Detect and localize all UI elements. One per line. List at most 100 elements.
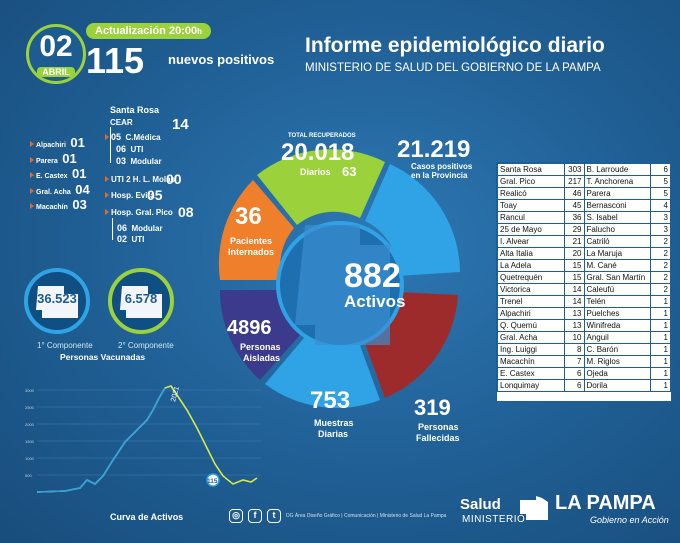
facebook-icon[interactable]: f [248, 509, 262, 523]
table-row: Victorica 14 Caleufú 2 [497, 283, 671, 296]
y-tick-label: 2500 [25, 405, 35, 410]
table-row: Quetrequén 15 Gral. San Martín 2 [497, 271, 671, 284]
table-cell-locality: Puelches [583, 307, 651, 320]
arrow-icon [105, 176, 109, 182]
table-row: Q. Quemú 13 Winifreda 1 [497, 319, 671, 332]
daily-label: Diarios [300, 167, 331, 177]
new-positives-count: 115 [86, 40, 145, 81]
table-cell-count: 2 [650, 247, 671, 260]
aisladas-label-2: Aisladas [243, 353, 281, 363]
table-row: Rancul 36 S. Isabel 3 [497, 211, 671, 224]
table-cell-locality: Trenel [497, 295, 565, 308]
table-row: E. Castex 6 Ojeda 1 [497, 367, 671, 380]
y-tick-label: 500 [25, 473, 32, 478]
table-cell-count: 21 [563, 235, 585, 248]
table-cell-locality: Rancul [497, 211, 565, 224]
pico-label: Hosp. Gral. Pico [105, 208, 173, 217]
positives-label: Casos positivos [411, 162, 473, 171]
table-cell-locality: Lonquimay [497, 379, 565, 392]
table-row: Trenel 14 Telén 1 [497, 295, 671, 308]
vaccine-first-count: 36.523 [37, 291, 77, 306]
update-suffix: h [197, 27, 202, 36]
fallecidas-segment [363, 292, 458, 398]
active-label: Activos [344, 292, 406, 311]
table-cell-count: 1 [650, 367, 671, 380]
table-cell-locality: Realicó [497, 187, 565, 200]
table-cell-locality: Alta Italia [497, 247, 565, 260]
cear-row: 05 C.Médica [105, 127, 162, 142]
table-cell-count: 1 [650, 343, 671, 356]
instagram-icon[interactable]: ◎ [229, 509, 243, 523]
update-time: Actualización 20:00h [86, 23, 211, 39]
table-row: Ing. Luiggi 8 C. Barón 1 [497, 343, 671, 356]
locality-item: Gral. Acha 04 [30, 181, 90, 197]
table-cell-count: 46 [563, 187, 585, 200]
evita-count: 05 [147, 187, 163, 203]
aisladas-count: 4896 [227, 317, 272, 339]
active-curve-line-early [36, 387, 166, 493]
end-marker [206, 473, 220, 487]
table-cell-count: 217 [563, 175, 585, 188]
stats-wheel [218, 149, 460, 408]
table-cell-count: 15 [563, 271, 585, 284]
internados-segment [218, 180, 294, 280]
table-cell-count: 3 [650, 223, 671, 236]
table-cell-count: 45 [563, 199, 585, 212]
table-cell-count: 2 [650, 235, 671, 248]
table-cell-count: 1 [650, 355, 671, 368]
pico-count: 08 [178, 204, 194, 220]
page-title: Informe epidemiológico diario [305, 34, 605, 57]
arrow-icon [30, 156, 34, 163]
twitter-icon[interactable]: t [267, 509, 281, 523]
daily-count: 63 [342, 164, 357, 179]
table-cell-count: 1 [650, 295, 671, 308]
positives-count: 21.219 [397, 136, 471, 163]
end-value: 115 [207, 478, 218, 485]
internados-label: Pacientes [230, 236, 273, 246]
aisladas-label: Personas [240, 342, 281, 352]
table-cell-count: 8 [563, 343, 585, 356]
table-cell-count: 7 [563, 355, 585, 368]
table-cell-count: 15 [563, 259, 585, 272]
fallecidas-label: Personas [418, 422, 459, 432]
arrow-icon [105, 209, 109, 215]
table-cell-locality: Toay [497, 199, 565, 212]
table-cell-count: 6 [563, 367, 585, 380]
table-cell-locality: La Maruja [583, 247, 651, 260]
santa-rosa-heading: Santa Rosa [110, 105, 160, 115]
cear-label: CEAR [110, 118, 133, 127]
center-map-icon [295, 225, 390, 345]
arrow-icon [30, 203, 34, 209]
table-cell-locality: Gral. San Martín [583, 271, 651, 284]
cear-rows: 05 C.Médica 06 UTI 03 Modular [105, 127, 162, 166]
active-count: 882 [344, 257, 401, 295]
table-cell-locality: Catriló [583, 235, 651, 248]
y-tick-label: 1500 [25, 439, 35, 444]
recovered-label: TOTAL RECUPERADOS [288, 133, 356, 139]
table-cell-locality: La Adela [497, 259, 565, 272]
table-cell-count: 5 [650, 175, 671, 188]
table-row: Alta Italia 20 La Maruja 2 [497, 247, 671, 260]
table-row: Macachín 7 M. Riglos 1 [497, 355, 671, 368]
page-subtitle: MINISTERIO DE SALUD DEL GOBIERNO DE LA P… [305, 62, 601, 74]
table-cell-locality: Falucho [583, 223, 651, 236]
table-cell-locality: C. Barón [583, 343, 651, 356]
uti-molas-label: UTI 2 H. L. Molas [105, 175, 175, 184]
table-cell-count: 2 [650, 259, 671, 272]
gobierno-logo-text: Gobierno en Acción [590, 515, 669, 525]
muestras-count: 753 [310, 387, 351, 414]
fallecidas-count: 319 [414, 395, 451, 420]
y-tick-label: 1000 [25, 456, 35, 461]
recovered-segment [257, 149, 385, 225]
table-cell-count: 1 [650, 379, 671, 392]
table-cell-count: 3 [650, 211, 671, 224]
table-row: Realicó 46 Parera 5 [497, 187, 671, 200]
table-row: Santa Rosa 303 B. Larroude 6 [497, 163, 671, 176]
table-cell-locality: M. Riglos [583, 355, 651, 368]
la-pampa-map-icon [120, 286, 162, 318]
table-cell-locality: Alpachiri [497, 307, 565, 320]
table-cell-count: 29 [563, 223, 585, 236]
muestras-label: Muestras [314, 418, 354, 428]
table-cell-locality: Caleufú [583, 283, 651, 296]
y-tick-label: 3000 [25, 388, 35, 393]
